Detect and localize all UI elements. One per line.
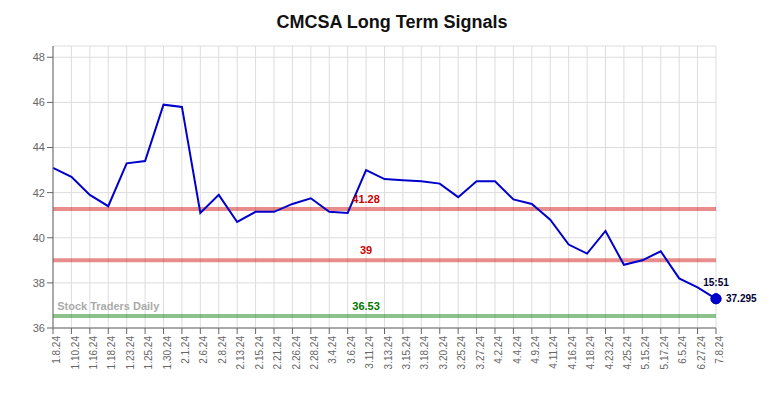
svg-text:3.4.24: 3.4.24	[327, 336, 338, 364]
svg-text:46: 46	[33, 96, 45, 108]
html-text:CMCSA Long Term Signals: CMCSA Long Term Signals	[276, 12, 508, 32]
svg-text:15:51: 15:51	[703, 277, 729, 288]
svg-text:5.15.24: 5.15.24	[640, 336, 651, 370]
svg-text:2.15.24: 2.15.24	[254, 336, 265, 370]
svg-text:3.6.24: 3.6.24	[346, 336, 357, 364]
svg-text:2.26.24: 2.26.24	[291, 336, 302, 370]
svg-text:1.18.24: 1.18.24	[106, 336, 117, 370]
svg-text:1.16.24: 1.16.24	[88, 336, 99, 370]
svg-text:6.5.24: 6.5.24	[677, 336, 688, 364]
svg-text:3.15.24: 3.15.24	[401, 336, 412, 370]
svg-text:42: 42	[33, 187, 45, 199]
svg-text:3.27.24: 3.27.24	[475, 336, 486, 370]
svg-text:4.2.24: 4.2.24	[493, 336, 504, 364]
svg-text:4.11.24: 4.11.24	[548, 336, 559, 369]
svg-text:39: 39	[360, 244, 372, 256]
svg-text:2.6.24: 2.6.24	[198, 336, 209, 364]
svg-text:4.18.24: 4.18.24	[585, 336, 596, 370]
svg-text:41.28: 41.28	[352, 193, 380, 205]
svg-text:5.17.24: 5.17.24	[659, 336, 670, 370]
svg-text:4.25.24: 4.25.24	[622, 336, 633, 370]
svg-text:2.28.24: 2.28.24	[309, 336, 320, 370]
svg-text:7.8.24: 7.8.24	[714, 336, 725, 364]
svg-text:40: 40	[33, 232, 45, 244]
svg-text:1.8.24: 1.8.24	[51, 336, 62, 364]
svg-text:3.11.24: 3.11.24	[364, 336, 375, 369]
svg-text:4.9.24: 4.9.24	[530, 336, 541, 364]
svg-text:1.10.24: 1.10.24	[70, 336, 81, 370]
svg-text:1.25.24: 1.25.24	[143, 336, 154, 370]
svg-text:36: 36	[33, 322, 45, 334]
svg-text:36.53: 36.53	[352, 300, 380, 312]
svg-text:3.25.24: 3.25.24	[456, 336, 467, 370]
svg-text:48: 48	[33, 51, 45, 63]
svg-text:2.8.24: 2.8.24	[217, 336, 228, 364]
svg-text:2.1.24: 2.1.24	[180, 336, 191, 364]
svg-text:1.30.24: 1.30.24	[162, 336, 173, 370]
svg-text:3.13.24: 3.13.24	[383, 336, 394, 370]
svg-text:44: 44	[33, 141, 45, 153]
svg-text:2.21.24: 2.21.24	[272, 336, 283, 370]
svg-text:38: 38	[33, 277, 45, 289]
svg-text:1.23.24: 1.23.24	[125, 336, 136, 370]
svg-text:4.23.24: 4.23.24	[604, 336, 615, 370]
svg-text:37.295: 37.295	[726, 293, 757, 304]
svg-text:4.4.24: 4.4.24	[512, 336, 523, 364]
svg-text:Stock Traders Daily: Stock Traders Daily	[57, 300, 160, 312]
svg-text:6.27.24: 6.27.24	[696, 336, 707, 370]
svg-text:3.20.24: 3.20.24	[438, 336, 449, 370]
svg-text:4.16.24: 4.16.24	[567, 336, 578, 370]
svg-text:3.18.24: 3.18.24	[419, 336, 430, 370]
svg-text:2.13.24: 2.13.24	[235, 336, 246, 370]
